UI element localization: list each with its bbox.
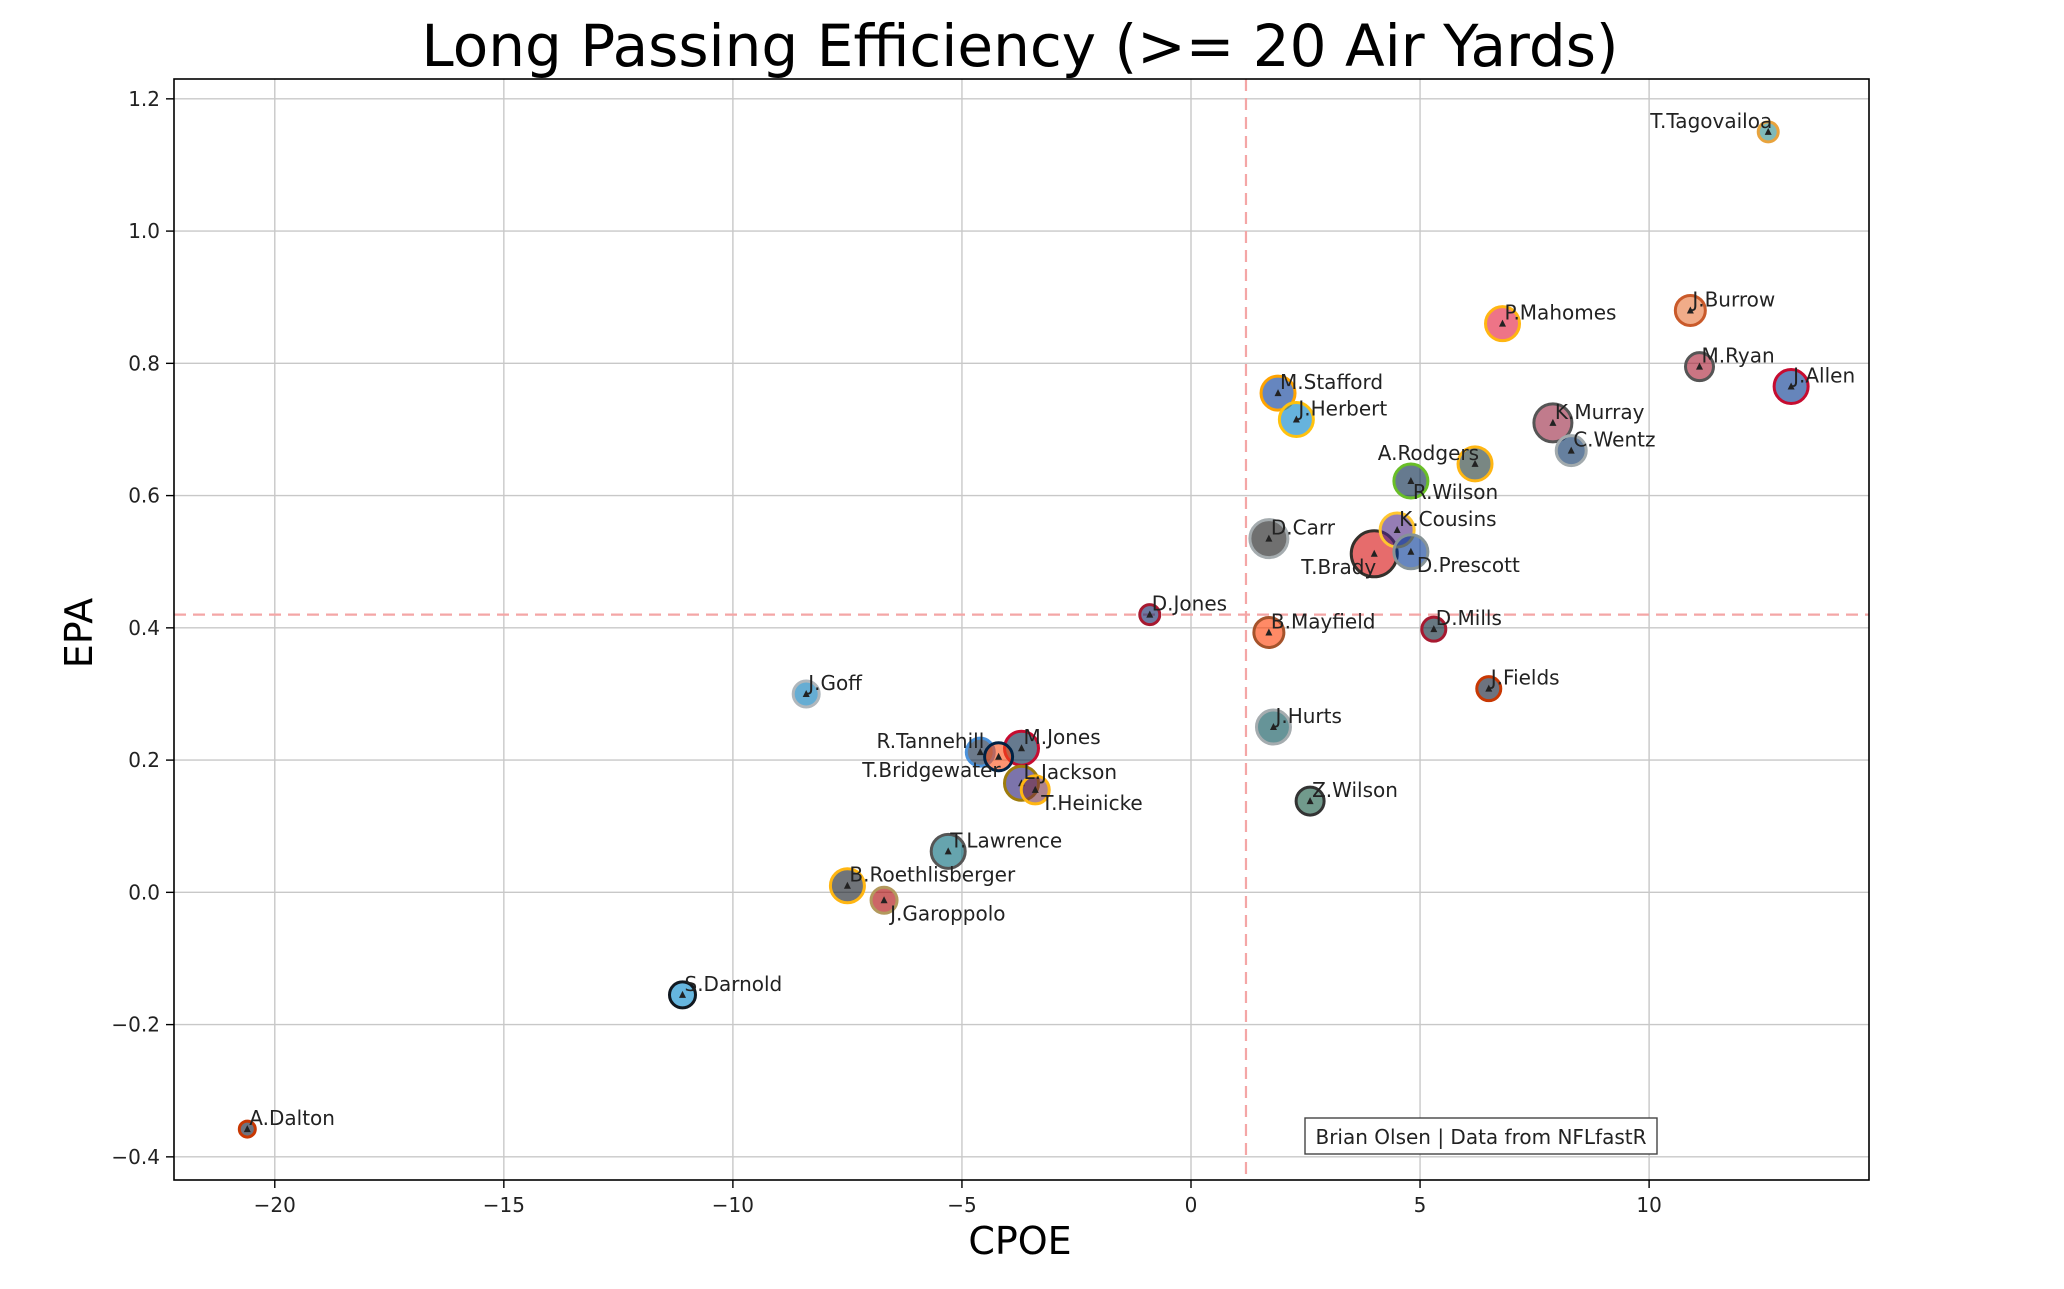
x-axis-label: CPOE	[968, 1219, 1071, 1263]
plot-frame	[173, 78, 1870, 1181]
point-label: A.Dalton	[249, 1106, 335, 1130]
point-label: B.Roethlisberger	[849, 863, 1016, 887]
point-label: B.Mayfield	[1271, 609, 1376, 633]
point-marker	[1265, 534, 1273, 542]
point-label: T.Tagovailoa	[1649, 109, 1772, 133]
point-marker	[944, 847, 952, 855]
point-marker	[1407, 477, 1415, 485]
x-tick-label: −15	[483, 1193, 525, 1217]
x-tick-label: −5	[947, 1193, 976, 1217]
point-label: A.Rodgers	[1378, 441, 1479, 465]
y-axis-label: EPA	[57, 598, 101, 669]
point-marker	[1146, 610, 1154, 618]
grid-lines	[174, 79, 1869, 1180]
y-tick-label: 1.2	[128, 87, 160, 111]
x-tick-label: 5	[1414, 1193, 1427, 1217]
point-marker	[1269, 723, 1277, 731]
chart-title: Long Passing Efficiency (>= 20 Air Yards…	[421, 12, 1618, 80]
point-label: P.Mahomes	[1505, 301, 1617, 325]
point-marker	[1265, 628, 1273, 636]
point-label: J.Garoppolo	[888, 901, 1005, 925]
point-marker	[1370, 549, 1378, 557]
x-tick-label: −10	[712, 1193, 754, 1217]
point-label: J.Burrow	[1690, 287, 1775, 311]
point-marker	[995, 752, 1003, 760]
point-label: J.Hurts	[1273, 704, 1341, 728]
point-label: R.Wilson	[1413, 480, 1498, 504]
point-label: T.Heinicke	[1040, 791, 1143, 815]
point-marker	[1274, 389, 1282, 397]
point-label: M.Jones	[1024, 725, 1101, 749]
point-label: T.Bridgewater	[861, 758, 1001, 782]
data-points	[237, 120, 1810, 1139]
point-marker	[1471, 459, 1479, 467]
point-marker	[1031, 785, 1039, 793]
point-label: D.Carr	[1271, 516, 1336, 540]
point-marker	[1696, 362, 1703, 370]
point-label: K.Cousins	[1399, 507, 1496, 531]
point-marker	[1306, 797, 1314, 805]
point-marker	[679, 990, 686, 998]
y-tick-label: 0.6	[128, 484, 160, 508]
point-label: D.Prescott	[1417, 553, 1520, 577]
point-label: D.Jones	[1152, 592, 1227, 616]
point-marker	[880, 896, 888, 904]
point-labels: T.Tagovailoa J.Burrow P.Mahomes M.Ryan J.All…	[249, 109, 1855, 1130]
point-marker	[1485, 684, 1493, 692]
reference-lines	[174, 79, 1869, 1180]
point-marker	[843, 881, 851, 889]
point-label: Z.Wilson	[1312, 778, 1398, 802]
point-label: T.Lawrence	[949, 828, 1062, 852]
y-tick-label: −0.4	[111, 1145, 160, 1169]
point-label: S.Darnold	[685, 972, 783, 996]
point-label: D.Mills	[1436, 606, 1502, 630]
point-marker	[1787, 382, 1795, 390]
point-marker	[1018, 744, 1025, 752]
point-label: L.Jackson	[1024, 760, 1118, 784]
point-label: C.Wentz	[1573, 428, 1655, 452]
point-label: K.Murray	[1555, 400, 1645, 424]
point-marker	[243, 1125, 251, 1133]
credit-text: Brian Olsen | Data from NFLfastR	[1315, 1125, 1646, 1149]
point-marker	[1393, 525, 1401, 533]
point-label: M.Stafford	[1280, 370, 1383, 394]
y-tick-label: −0.2	[111, 1013, 160, 1037]
point-label: J.Herbert	[1296, 397, 1387, 421]
x-tick-label: 10	[1636, 1193, 1661, 1217]
point-marker	[1686, 306, 1694, 314]
point-marker	[976, 748, 984, 756]
point-marker	[1430, 625, 1438, 633]
y-tick-label: 0.4	[128, 616, 160, 640]
x-tick-label: 0	[1185, 1193, 1198, 1217]
point-marker	[1567, 446, 1575, 454]
point-label: R.Tannehill	[877, 729, 985, 753]
point-marker	[1292, 415, 1300, 423]
point-label: J.Allen	[1791, 363, 1855, 387]
point-marker	[1764, 127, 1772, 135]
credit-box-border	[1304, 1117, 1658, 1155]
y-tick-label: 1.0	[128, 219, 160, 243]
point-marker	[1549, 418, 1557, 426]
y-tick-label: 0.2	[128, 748, 160, 772]
point-label: J.Fields	[1489, 666, 1560, 690]
point-marker	[1407, 547, 1415, 555]
axis-ticks: −20 −15 −10 −5 0 5 10 −0.4 −0.2 0.0 0.2 0.4 0.6 0.8 1.…	[111, 87, 1661, 1217]
y-tick-label: 0.0	[128, 880, 160, 904]
point-label: J.Goff	[806, 671, 863, 695]
point-marker	[802, 689, 810, 697]
point-marker	[1499, 319, 1507, 327]
y-tick-label: 0.8	[128, 351, 160, 375]
point-label: T.Brady	[1300, 555, 1376, 579]
x-tick-label: −20	[254, 1193, 296, 1217]
point-label: M.Ryan	[1702, 344, 1775, 368]
credit-box: Brian Olsen | Data from NFLfastR	[1304, 1117, 1658, 1155]
